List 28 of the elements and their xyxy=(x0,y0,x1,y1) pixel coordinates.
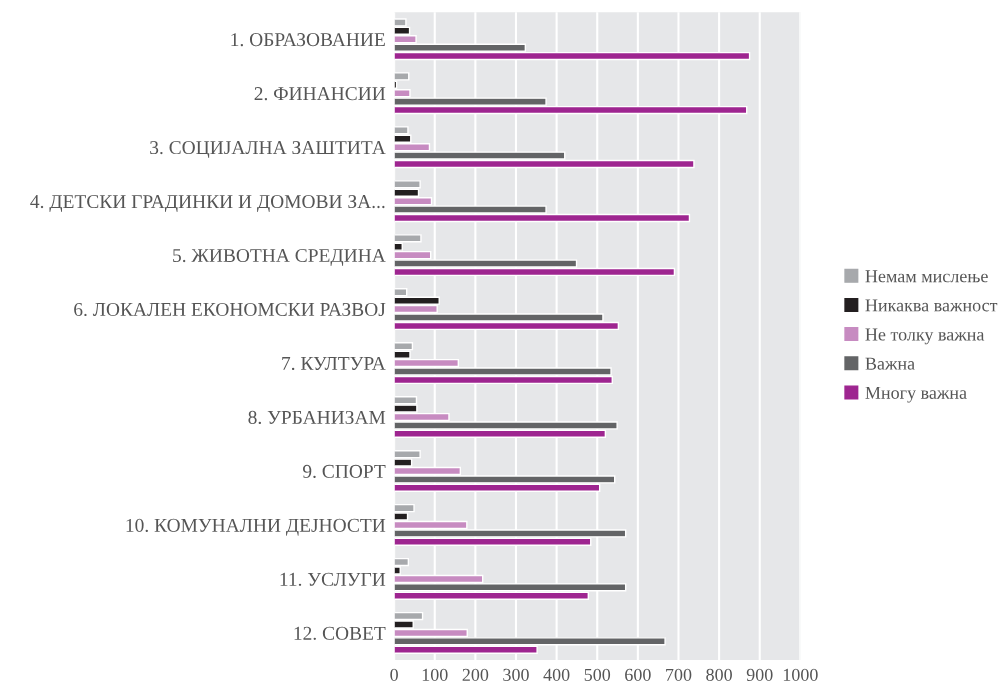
y-tick-label: 5. ЖИВОТНА СРЕДИНА xyxy=(173,248,386,267)
legend-label: Многу важна xyxy=(865,386,967,403)
y-tick-label: 1. ОБРАЗОВАНИЕ xyxy=(231,33,385,47)
x-tick-label: 500 xyxy=(584,668,611,681)
legend-label: Никаква важност xyxy=(865,299,998,312)
x-tick-label: 600 xyxy=(625,668,651,681)
x-tick-label: 900 xyxy=(746,668,773,681)
x-tick-label: 1000 xyxy=(783,668,818,681)
y-tick-label: 11. УСЛУГИ xyxy=(280,572,386,586)
y-tick-label: 9. СПОРТ xyxy=(302,464,386,479)
x-tick-label: 700 xyxy=(666,668,692,681)
y-tick-label: 10. КОМУНАЛНИ ДЕЈНОСТИ xyxy=(126,518,386,536)
y-tick-label: 3. СОЦИЈАЛНА ЗАШТИТА xyxy=(150,141,386,159)
x-tick-label: 400 xyxy=(543,668,570,681)
legend-label: Немам мислење xyxy=(865,270,988,283)
y-tick-label: 8. УРБАНИЗАМ xyxy=(248,410,386,425)
x-tick-label: 100 xyxy=(422,668,448,681)
y-tick-label: 4. ДЕТСКИ ГРАДИНКИ И ДОМОВИ ЗА... xyxy=(30,195,385,213)
x-tick-label: 800 xyxy=(706,668,732,681)
y-tick-label: 7. КУЛТУРА xyxy=(282,356,386,371)
y-tick-label: 6. ЛОКАЛЕН ЕКОНОМСКИ РАЗВОЈ xyxy=(74,302,386,317)
y-tick-label: 2. ФИНАНСИИ xyxy=(254,87,386,101)
x-tick-label: 0 xyxy=(390,668,398,681)
x-tick-label: 300 xyxy=(503,668,529,681)
legend-label: Не толку важна xyxy=(865,328,985,345)
y-tick-label: 12. СОВЕТ xyxy=(294,626,386,640)
legend-label: Важна xyxy=(865,357,915,370)
x-tick-label: 200 xyxy=(462,668,489,681)
